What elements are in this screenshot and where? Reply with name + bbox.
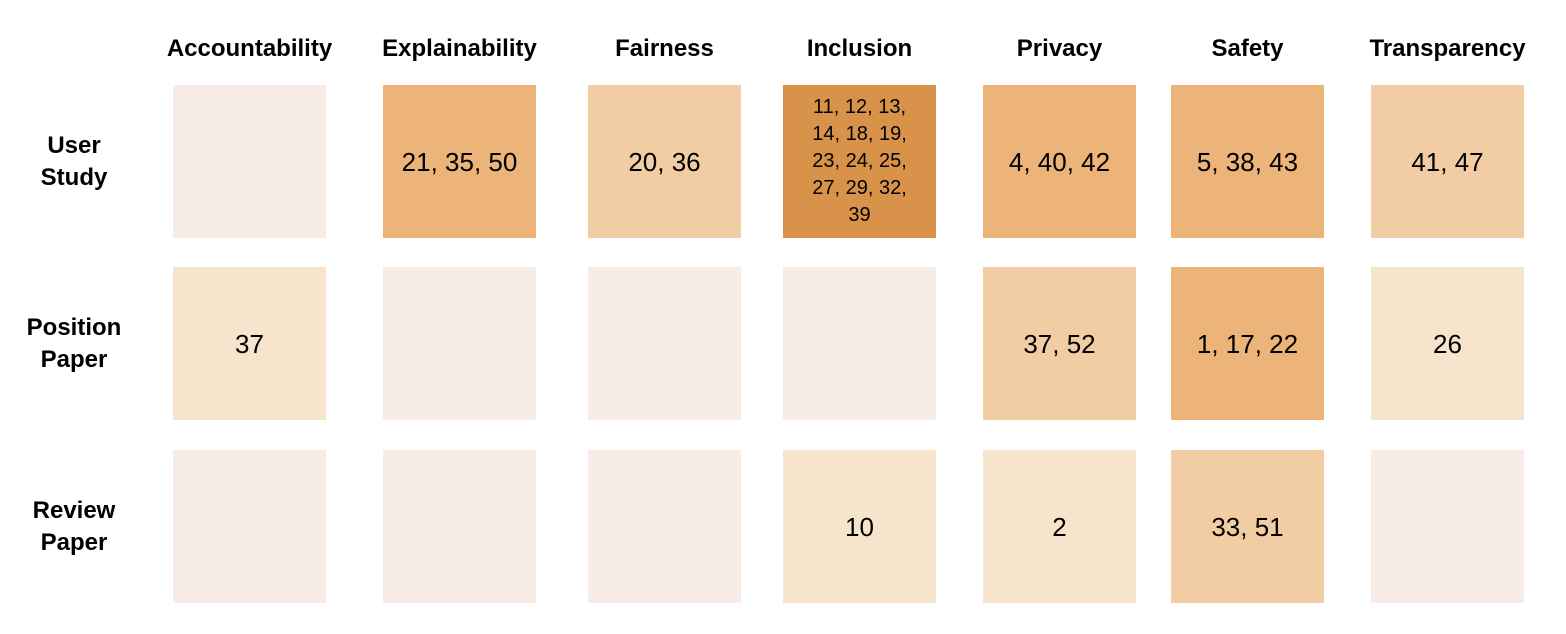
heatmap-cell [1371, 450, 1524, 603]
heatmap-cell: 4, 40, 42 [983, 85, 1136, 238]
heatmap-cell: 2 [983, 450, 1136, 603]
cell-value-label: 4, 40, 42 [1008, 146, 1111, 177]
cell-value-label: 41, 47 [1411, 146, 1484, 177]
heatmap-cell [588, 450, 741, 603]
heatmap-cell [173, 450, 326, 603]
cell-value-label: 21, 35, 50 [401, 146, 518, 177]
heatmap-cell [783, 267, 936, 420]
cell-value-label: 10 [845, 511, 874, 542]
cell-value-label: 5, 38, 43 [1196, 146, 1299, 177]
row-header-line: Study [40, 163, 108, 191]
heatmap-cell: 33, 51 [1171, 450, 1324, 603]
row-header-line: Position [26, 313, 122, 341]
heatmap-cell: 20, 36 [588, 85, 741, 238]
heatmap-cell: 37, 52 [983, 267, 1136, 420]
column-header: Inclusion [806, 35, 913, 62]
cell-value-label: 2 [1052, 511, 1067, 542]
heatmap-cell: 26 [1371, 267, 1524, 420]
row-header: User Study [0, 130, 148, 194]
heatmap-cell: 21, 35, 50 [383, 85, 536, 238]
heatmap-cell [588, 267, 741, 420]
heatmap-cell [383, 450, 536, 603]
column-header: Transparency [1369, 35, 1526, 62]
row-header-line: Paper [40, 528, 108, 556]
row-header-line: Review [32, 496, 116, 524]
column-header: Fairness [615, 35, 714, 62]
column-header: Safety [1211, 35, 1284, 62]
cell-value-label: 1, 17, 22 [1196, 328, 1299, 359]
column-header: Privacy [1016, 35, 1103, 62]
heatmap-cell: 41, 47 [1371, 85, 1524, 238]
row-header-line: Paper [40, 345, 108, 373]
column-header: Explainability [382, 35, 537, 62]
heatmap-cell [383, 267, 536, 420]
row-header: Position Paper [0, 312, 148, 376]
cell-value-label: 33, 51 [1211, 511, 1284, 542]
heatmap-cell: 5, 38, 43 [1171, 85, 1324, 238]
cell-value-label: 11, 12, 13, 14, 18, 19, 23, 24, 25, 27, … [812, 96, 907, 226]
row-header: Review Paper [0, 495, 148, 559]
column-header: Accountability [166, 35, 333, 62]
cell-value-label: 37, 52 [1023, 328, 1096, 359]
heatmap-cell: 37 [173, 267, 326, 420]
heatmap-cell: 11, 12, 13, 14, 18, 19, 23, 24, 25, 27, … [783, 85, 936, 238]
heatmap-cell: 10 [783, 450, 936, 603]
cell-value-label: 26 [1433, 328, 1462, 359]
row-header-line: User [47, 131, 101, 159]
cell-value-label: 37 [235, 328, 264, 359]
heatmap-cell: 1, 17, 22 [1171, 267, 1324, 420]
heatmap-cell [173, 85, 326, 238]
cell-value-label: 20, 36 [628, 146, 701, 177]
